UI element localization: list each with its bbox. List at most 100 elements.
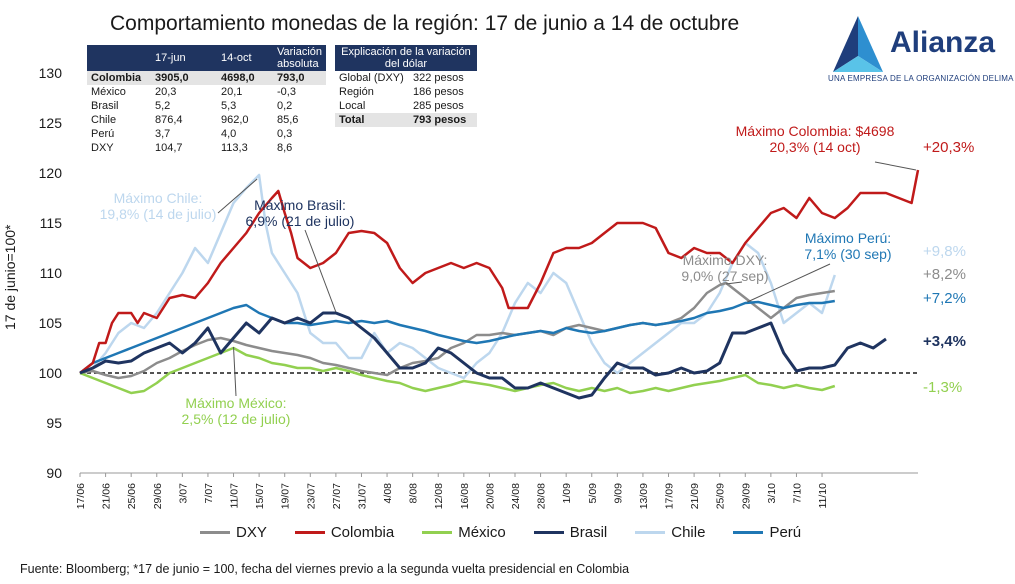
table-header-1: 17-jun: [151, 45, 217, 71]
table-row: Chile 876,4 962,0 85,6: [87, 113, 326, 127]
table-cell: Local: [339, 100, 366, 112]
x-tick-label: 25/06: [126, 483, 138, 509]
table-cell: Colombia: [87, 71, 151, 85]
legend-item-dxy: DXY: [200, 524, 267, 541]
table-cell: 3905,0: [151, 71, 217, 85]
table-row: Región 186 pesos: [335, 85, 477, 99]
x-tick-label: 8/08: [408, 483, 420, 504]
legend-label: México: [458, 524, 506, 541]
legend-swatch: [422, 531, 453, 534]
x-tick-label: 21/06: [101, 483, 113, 509]
legend-item-perú: Perú: [733, 524, 801, 541]
legend-swatch: [533, 531, 564, 534]
x-tick-label: 3/10: [766, 483, 778, 504]
annotation-title: Máximo México:: [185, 395, 286, 411]
logo-triangle-icon: [833, 16, 883, 72]
table-cell: 8,6: [277, 142, 293, 154]
y-tick-label: 100: [39, 365, 63, 381]
table-cell: 962,0: [221, 114, 249, 126]
table-cell: DXY: [91, 142, 114, 154]
x-tick-label: 25/09: [715, 483, 727, 509]
table-cell: Total: [335, 113, 409, 127]
legend-swatch: [635, 531, 666, 534]
x-tick-label: 28/08: [536, 483, 548, 509]
table-cell: 4698,0: [217, 71, 273, 85]
x-tick-label: 17/09: [664, 483, 676, 509]
table-cell: 104,7: [155, 142, 183, 154]
y-tick-label: 125: [39, 115, 63, 131]
table-cell: 4,0: [221, 128, 237, 140]
x-tick-label: 9/09: [612, 483, 624, 504]
end-label-dxy: +8,2%: [923, 266, 966, 283]
x-tick-label: 15/07: [254, 483, 266, 509]
table-row: DXY 104,7 113,3 8,6: [87, 141, 326, 155]
y-tick-label: 130: [39, 65, 63, 81]
annotation-title: Máximo Colombia: $4698: [736, 123, 895, 139]
table-header-0: [87, 45, 151, 71]
x-tick-label: 21/09: [689, 483, 701, 509]
legend-swatch: [294, 531, 325, 534]
table-header-3: Variación absoluta: [273, 45, 327, 71]
end-label-brasil: +3,4%: [923, 333, 966, 350]
annotation-title: Máximo Chile:: [114, 190, 203, 206]
annotation-leader: [304, 229, 337, 313]
table-row: Total 793 pesos: [335, 113, 477, 127]
annotation-leader: [874, 161, 917, 171]
table-cell: Global (DXY): [339, 72, 404, 84]
table-row: Global (DXY) 322 pesos: [335, 71, 477, 85]
annotation-leader: [233, 346, 237, 397]
x-tick-label: 11/07: [229, 483, 241, 509]
y-tick-label: 95: [46, 415, 62, 431]
table-cell: 793,0: [273, 71, 327, 85]
y-tick-label: 115: [40, 215, 63, 231]
x-tick-label: 1/09: [561, 483, 573, 504]
x-tick-label: 27/07: [331, 483, 343, 509]
x-tick-label: 24/08: [510, 483, 522, 509]
table-cell: Brasil: [91, 100, 119, 112]
x-tick-label: 7/07: [203, 483, 215, 504]
end-label-colombia: +20,3%: [923, 139, 974, 156]
table-cell: 20,1: [221, 86, 243, 98]
end-label-chile: +9,8%: [923, 243, 966, 260]
table-cell: 85,6: [277, 114, 299, 126]
chart-title: Comportamiento monedas de la región: 17 …: [110, 12, 740, 35]
annotation-detail: 7,1% (30 sep): [804, 246, 891, 262]
table-cell: México: [91, 86, 126, 98]
table-cell: 20,3: [155, 86, 177, 98]
legend-swatch: [733, 531, 764, 534]
table-row: México 20,3 20,1 -0,3: [87, 85, 326, 99]
series-line-méxico: [79, 346, 836, 395]
annotation-detail: 19,8% (14 de julio): [100, 206, 217, 222]
legend-label: Colombia: [330, 524, 395, 541]
end-label-perú: +7,2%: [923, 290, 966, 307]
table-header-2: 14-oct: [217, 45, 273, 71]
table-cell: Chile: [91, 114, 117, 126]
table-cell: 186 pesos: [413, 86, 464, 98]
table-cell: 0,2: [277, 100, 293, 112]
x-tick-label: 3/07: [177, 483, 189, 504]
annotation-leader: [747, 263, 831, 303]
table-cell: 876,4: [155, 114, 183, 126]
x-tick-label: 31/07: [356, 483, 368, 509]
table-cell: 285 pesos: [413, 100, 464, 112]
table-cell: -0,3: [277, 86, 296, 98]
series-line-colombia: [79, 169, 920, 374]
currency-change-table: 17-jun 14-oct Variación absoluta Colombia 3…: [87, 45, 327, 155]
table-cell: Región: [339, 86, 374, 98]
annotation-title: Máximo DXY:: [683, 252, 768, 268]
y-tick-label: 120: [39, 165, 63, 181]
x-tick-label: 19/07: [280, 483, 292, 509]
annotation-title: Máximo Brasil:: [254, 197, 346, 213]
series-line-brasil: [79, 311, 887, 400]
legend-item-colombia: Colombia: [294, 524, 395, 541]
table-row: Perú 3,7 4,0 0,3: [87, 127, 326, 141]
x-tick-label: 11/10: [817, 483, 829, 509]
legend-item-chile: Chile: [635, 524, 705, 541]
legend-swatch: [200, 531, 230, 534]
x-tick-label: 7/10: [791, 483, 803, 504]
annotation-leader: [217, 178, 258, 214]
dollar-explanation-table: Explicación de la variación del dólar Gl…: [335, 45, 477, 127]
annotation-detail: 20,3% (14 oct): [769, 139, 860, 155]
table-row: Local 285 pesos: [335, 99, 477, 113]
